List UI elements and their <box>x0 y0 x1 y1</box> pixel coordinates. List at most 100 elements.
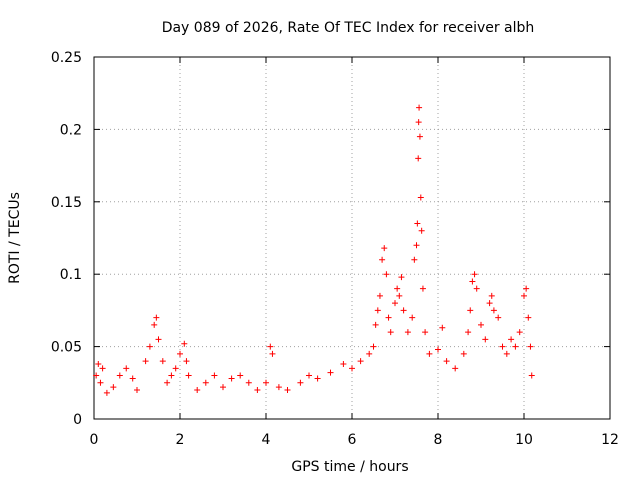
data-point <box>413 242 420 249</box>
data-point <box>93 372 100 379</box>
data-point <box>372 321 379 328</box>
data-point <box>142 358 149 365</box>
data-point <box>129 375 136 382</box>
data-point <box>267 343 274 350</box>
data-point <box>228 375 235 382</box>
data-point <box>314 375 321 382</box>
data-point <box>275 384 282 391</box>
data-point <box>422 329 429 336</box>
x-tick-label: 0 <box>90 432 99 448</box>
x-tick-label: 8 <box>434 432 443 448</box>
data-point <box>435 346 441 353</box>
data-point <box>512 343 519 350</box>
data-point <box>254 387 261 394</box>
axis-ticks <box>93 56 611 420</box>
data-point <box>387 329 394 336</box>
data-point <box>426 350 433 357</box>
data-point <box>99 365 106 372</box>
data-point <box>416 104 423 111</box>
data-point <box>490 307 497 314</box>
data-point <box>103 389 110 396</box>
data-point <box>340 360 347 367</box>
data-point <box>194 387 201 394</box>
data-point <box>523 285 530 292</box>
data-point <box>467 307 474 314</box>
data-point <box>146 343 153 350</box>
x-tick-label: 6 <box>348 432 357 448</box>
x-tick-label: 10 <box>515 432 533 448</box>
data-point <box>414 220 421 227</box>
data-point <box>486 300 493 307</box>
data-point <box>381 245 388 252</box>
data-point <box>419 285 426 292</box>
data-point <box>417 194 424 201</box>
data-point <box>415 155 422 162</box>
data-point <box>394 285 401 292</box>
data-point <box>155 336 162 343</box>
data-point <box>376 292 383 299</box>
data-point <box>370 343 377 350</box>
y-tick-label: 0 <box>73 412 82 428</box>
y-axis-label: ROTI / TECUs <box>7 192 23 284</box>
data-point <box>527 343 534 350</box>
x-tick-label: 2 <box>176 432 185 448</box>
data-point <box>220 384 226 391</box>
data-point <box>415 119 422 126</box>
data-point <box>183 358 190 365</box>
data-point <box>398 274 405 281</box>
data-point <box>392 300 398 307</box>
data-point <box>151 321 158 328</box>
data-point <box>374 307 381 314</box>
data-point <box>349 365 355 372</box>
data-point <box>495 314 502 321</box>
data-point <box>385 314 392 321</box>
data-point <box>416 133 423 140</box>
data-point <box>452 365 459 372</box>
data-point <box>123 365 130 372</box>
data-point <box>482 336 489 343</box>
x-tick-label: 12 <box>601 432 619 448</box>
data-point <box>181 340 188 347</box>
data-point <box>503 350 510 357</box>
data-point <box>528 372 535 379</box>
data-point <box>327 369 334 376</box>
data-point <box>516 329 523 336</box>
data-point <box>383 271 390 278</box>
tick-labels: 0 2 4 6 8 10 12 0 0.05 0.1 0.15 0.2 0.25 <box>51 50 619 448</box>
grid-lines <box>94 57 610 419</box>
data-point <box>245 379 252 386</box>
data-point <box>284 387 291 394</box>
data-point <box>478 321 484 328</box>
x-axis-label: GPS time / hours <box>291 459 408 475</box>
chart-title: Day 089 of 2026, Rate Of TEC Index for r… <box>162 20 535 36</box>
data-point <box>525 314 532 321</box>
data-point <box>202 379 209 386</box>
data-point <box>473 285 480 292</box>
x-tick-label: 4 <box>262 432 271 448</box>
data-point <box>471 271 478 278</box>
data-point <box>97 379 104 386</box>
y-tick-label: 0.15 <box>51 195 82 211</box>
data-points <box>93 104 535 396</box>
data-point <box>460 350 467 357</box>
data-point <box>439 324 446 331</box>
data-point <box>263 379 269 386</box>
data-point <box>297 379 304 386</box>
data-point <box>488 292 495 299</box>
data-point <box>357 358 364 365</box>
data-point <box>211 372 218 379</box>
data-point <box>465 329 472 336</box>
data-point <box>159 358 166 365</box>
data-point <box>379 256 386 263</box>
data-point <box>469 278 476 285</box>
data-point <box>134 387 140 394</box>
data-point <box>366 350 373 357</box>
data-point <box>409 314 416 321</box>
data-point <box>411 256 418 263</box>
data-point <box>306 372 312 379</box>
data-point <box>396 292 403 299</box>
data-point <box>508 336 515 343</box>
data-point <box>168 372 175 379</box>
data-point <box>237 372 244 379</box>
